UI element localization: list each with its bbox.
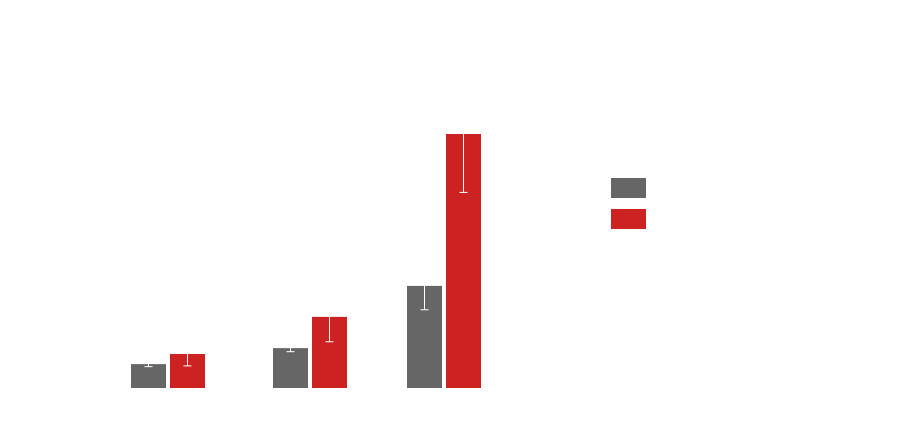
error-bar-series-1-group-2 [286, 348, 295, 353]
bar-series-1-group-2 [273, 348, 308, 388]
error-bar-series-2-group-2 [325, 316, 334, 343]
legend-swatch-series-1 [611, 178, 646, 198]
error-bar-series-2-group-3 [459, 134, 468, 193]
legend-swatch-series-2 [611, 209, 646, 229]
error-bar-series-1-group-3 [420, 285, 429, 311]
error-bars-layer [144, 134, 468, 368]
error-bar-series-2-group-1 [183, 353, 192, 367]
bars-layer [131, 134, 481, 388]
error-bar-series-1-group-1 [144, 364, 153, 368]
bar-series-1-group-1 [131, 364, 166, 388]
legend [611, 178, 646, 229]
